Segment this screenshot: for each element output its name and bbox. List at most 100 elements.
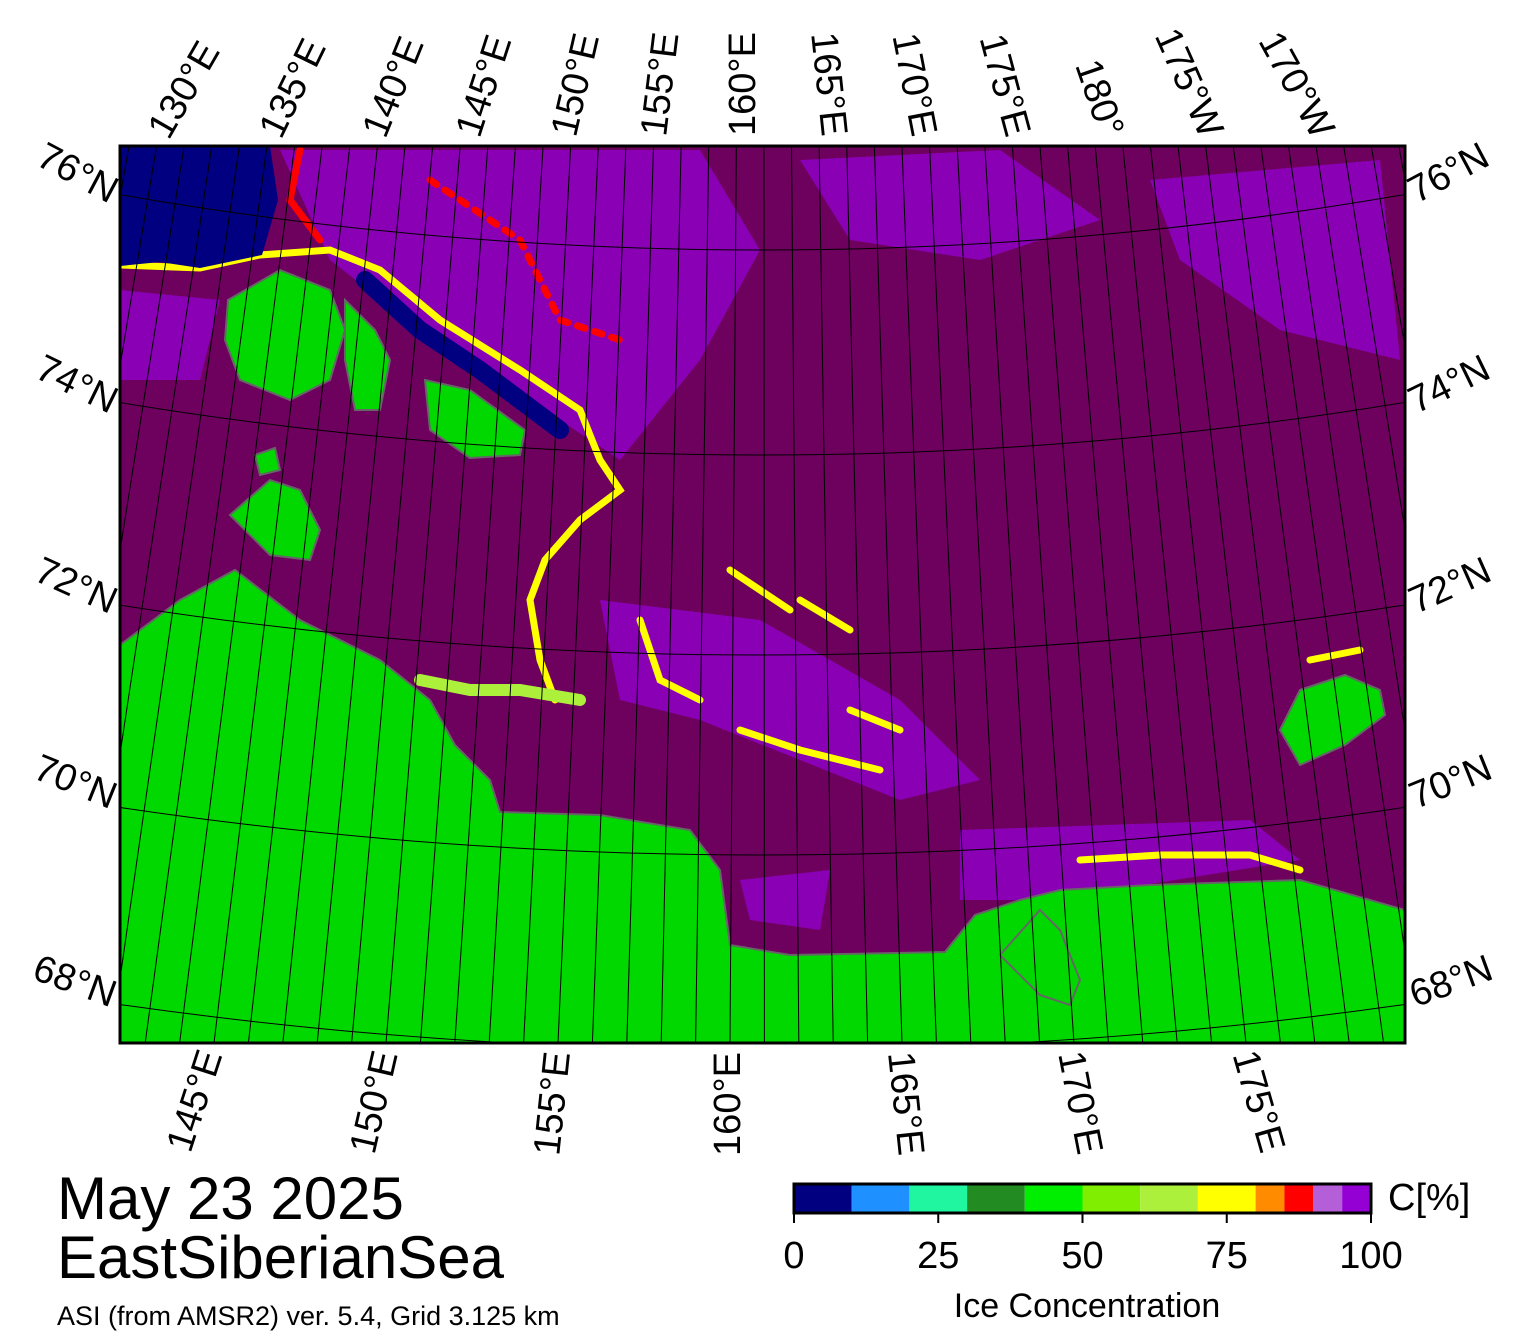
top-longitude-label: 150°E [544,30,608,141]
bottom-longitude-label: 150°E [342,1047,406,1158]
right-latitude-label: 76°N [1401,135,1496,212]
top-longitude-label: 165°E [802,30,855,138]
top-longitude-label: 145°E [448,30,520,142]
colorbar-unit: C[%] [1388,1177,1470,1219]
meridian-line [1094,146,1178,1043]
meridian-line [695,146,710,1043]
colorbar-tick-label: 25 [917,1235,959,1277]
colorbar-tick-label: 50 [1061,1235,1103,1277]
colorbar-segment [1140,1184,1198,1213]
bottom-longitude-label: 155°E [526,1050,579,1158]
colorbar-segment [1313,1184,1343,1213]
right-latitude-label: 70°N [1403,747,1497,818]
land [120,268,1405,1043]
meridian-line [929,146,972,1043]
map-frame [118,144,1407,1045]
graticule [120,146,1405,1043]
left-latitude-label: 74°N [29,347,124,422]
meridian-line [763,146,765,1043]
colorbar-tick-label: 0 [783,1235,804,1277]
colorbar-segment [1284,1184,1314,1213]
meridian-line [1011,146,1075,1043]
colorbar-segment [794,1184,852,1213]
right-latitude-label: 72°N [1403,549,1498,622]
left-latitude-label: 72°N [29,549,124,622]
meridian-line [144,146,268,1043]
meridian-line [1039,146,1109,1043]
meridian-line [488,146,544,1043]
ice-edges [120,146,1364,874]
meridian-line [1315,146,1405,735]
source-note: ASI (from AMSR2) ver. 5.4, Grid 3.125 km [57,1301,560,1331]
colorbar: 0 25 50 75 100 [783,1182,1403,1277]
colorbar-segment [1342,1184,1371,1213]
top-longitude-label: 140°E [355,31,433,143]
bottom-longitude-label: 145°E [159,1045,231,1157]
top-longitude-label: 175°W [1146,22,1231,144]
meridian-line [984,146,1041,1043]
date: May 23 2025 [57,1165,404,1232]
top-longitude-label: 175°E [971,30,1038,141]
colorbar-segment [1024,1184,1083,1213]
meridian-line [956,146,1006,1043]
top-longitude-label: 130°E [140,34,228,145]
meridian-line [351,146,434,1043]
lower-ice-areas [120,150,1400,930]
colorbar-tick-label: 75 [1206,1235,1248,1277]
bottom-longitude-label: 170°E [1049,1048,1110,1158]
meridian-line [1067,146,1144,1043]
colorbar-segment [967,1184,1025,1213]
meridian-line [557,146,599,1043]
top-longitude-label: 155°E [633,30,687,138]
meridian-line [1260,146,1385,1043]
meridian-line [120,146,158,370]
meridian-line [1232,146,1350,1043]
meridian-line [1205,146,1316,1043]
colorbar-title: Ice Concentration [954,1287,1221,1325]
meridian-line [846,146,869,1043]
left-latitude-label: 70°N [28,747,122,818]
meridian-line [591,146,627,1043]
top-longitude-label: 170°E [883,30,944,140]
top-longitude-label: 160°E [722,32,764,136]
meridian-line [729,146,737,1043]
colorbar-tick-label: 100 [1339,1235,1402,1277]
bottom-longitude-label: 175°E [1224,1046,1293,1158]
colorbar-segment [1197,1184,1256,1213]
meridian-line [901,146,937,1043]
region: EastSiberianSea [57,1224,505,1291]
meridian-line [213,146,323,1043]
bottom-longitude-label: 165°E [879,1050,932,1158]
right-latitude-label: 68°N [1404,947,1498,1016]
meridian-line [1370,146,1405,351]
meridian-line [247,146,351,1043]
meridian-line [626,146,654,1043]
top-longitude-label: 180° [1066,54,1131,142]
meridian-line [1287,146,1405,957]
meridian-line [1149,146,1247,1043]
meridian-line [120,146,185,555]
meridian-line [1177,146,1281,1043]
meridian-line [791,146,800,1043]
colorbar-segment [1255,1184,1285,1213]
top-longitude-label: 170°W [1250,25,1342,146]
meridian-line [523,146,572,1043]
meridian-line [660,146,682,1043]
meridian-line [120,146,213,758]
meridian-line [873,146,903,1043]
meridian-line [385,146,461,1043]
meridian-line [1343,146,1405,534]
open-water [120,146,278,268]
meridian-line [282,146,378,1043]
bottom-longitude-label: 160°E [707,1052,749,1156]
meridian-line [179,146,296,1043]
meridian-line [419,146,489,1043]
colorbar-segment [1082,1184,1141,1213]
map-area [120,146,1405,1043]
top-longitude-label: 135°E [251,32,334,144]
meridian-line [1122,146,1213,1043]
meridian-line [454,146,516,1043]
colorbar-segment [851,1184,910,1213]
colorbar-segment [909,1184,968,1213]
